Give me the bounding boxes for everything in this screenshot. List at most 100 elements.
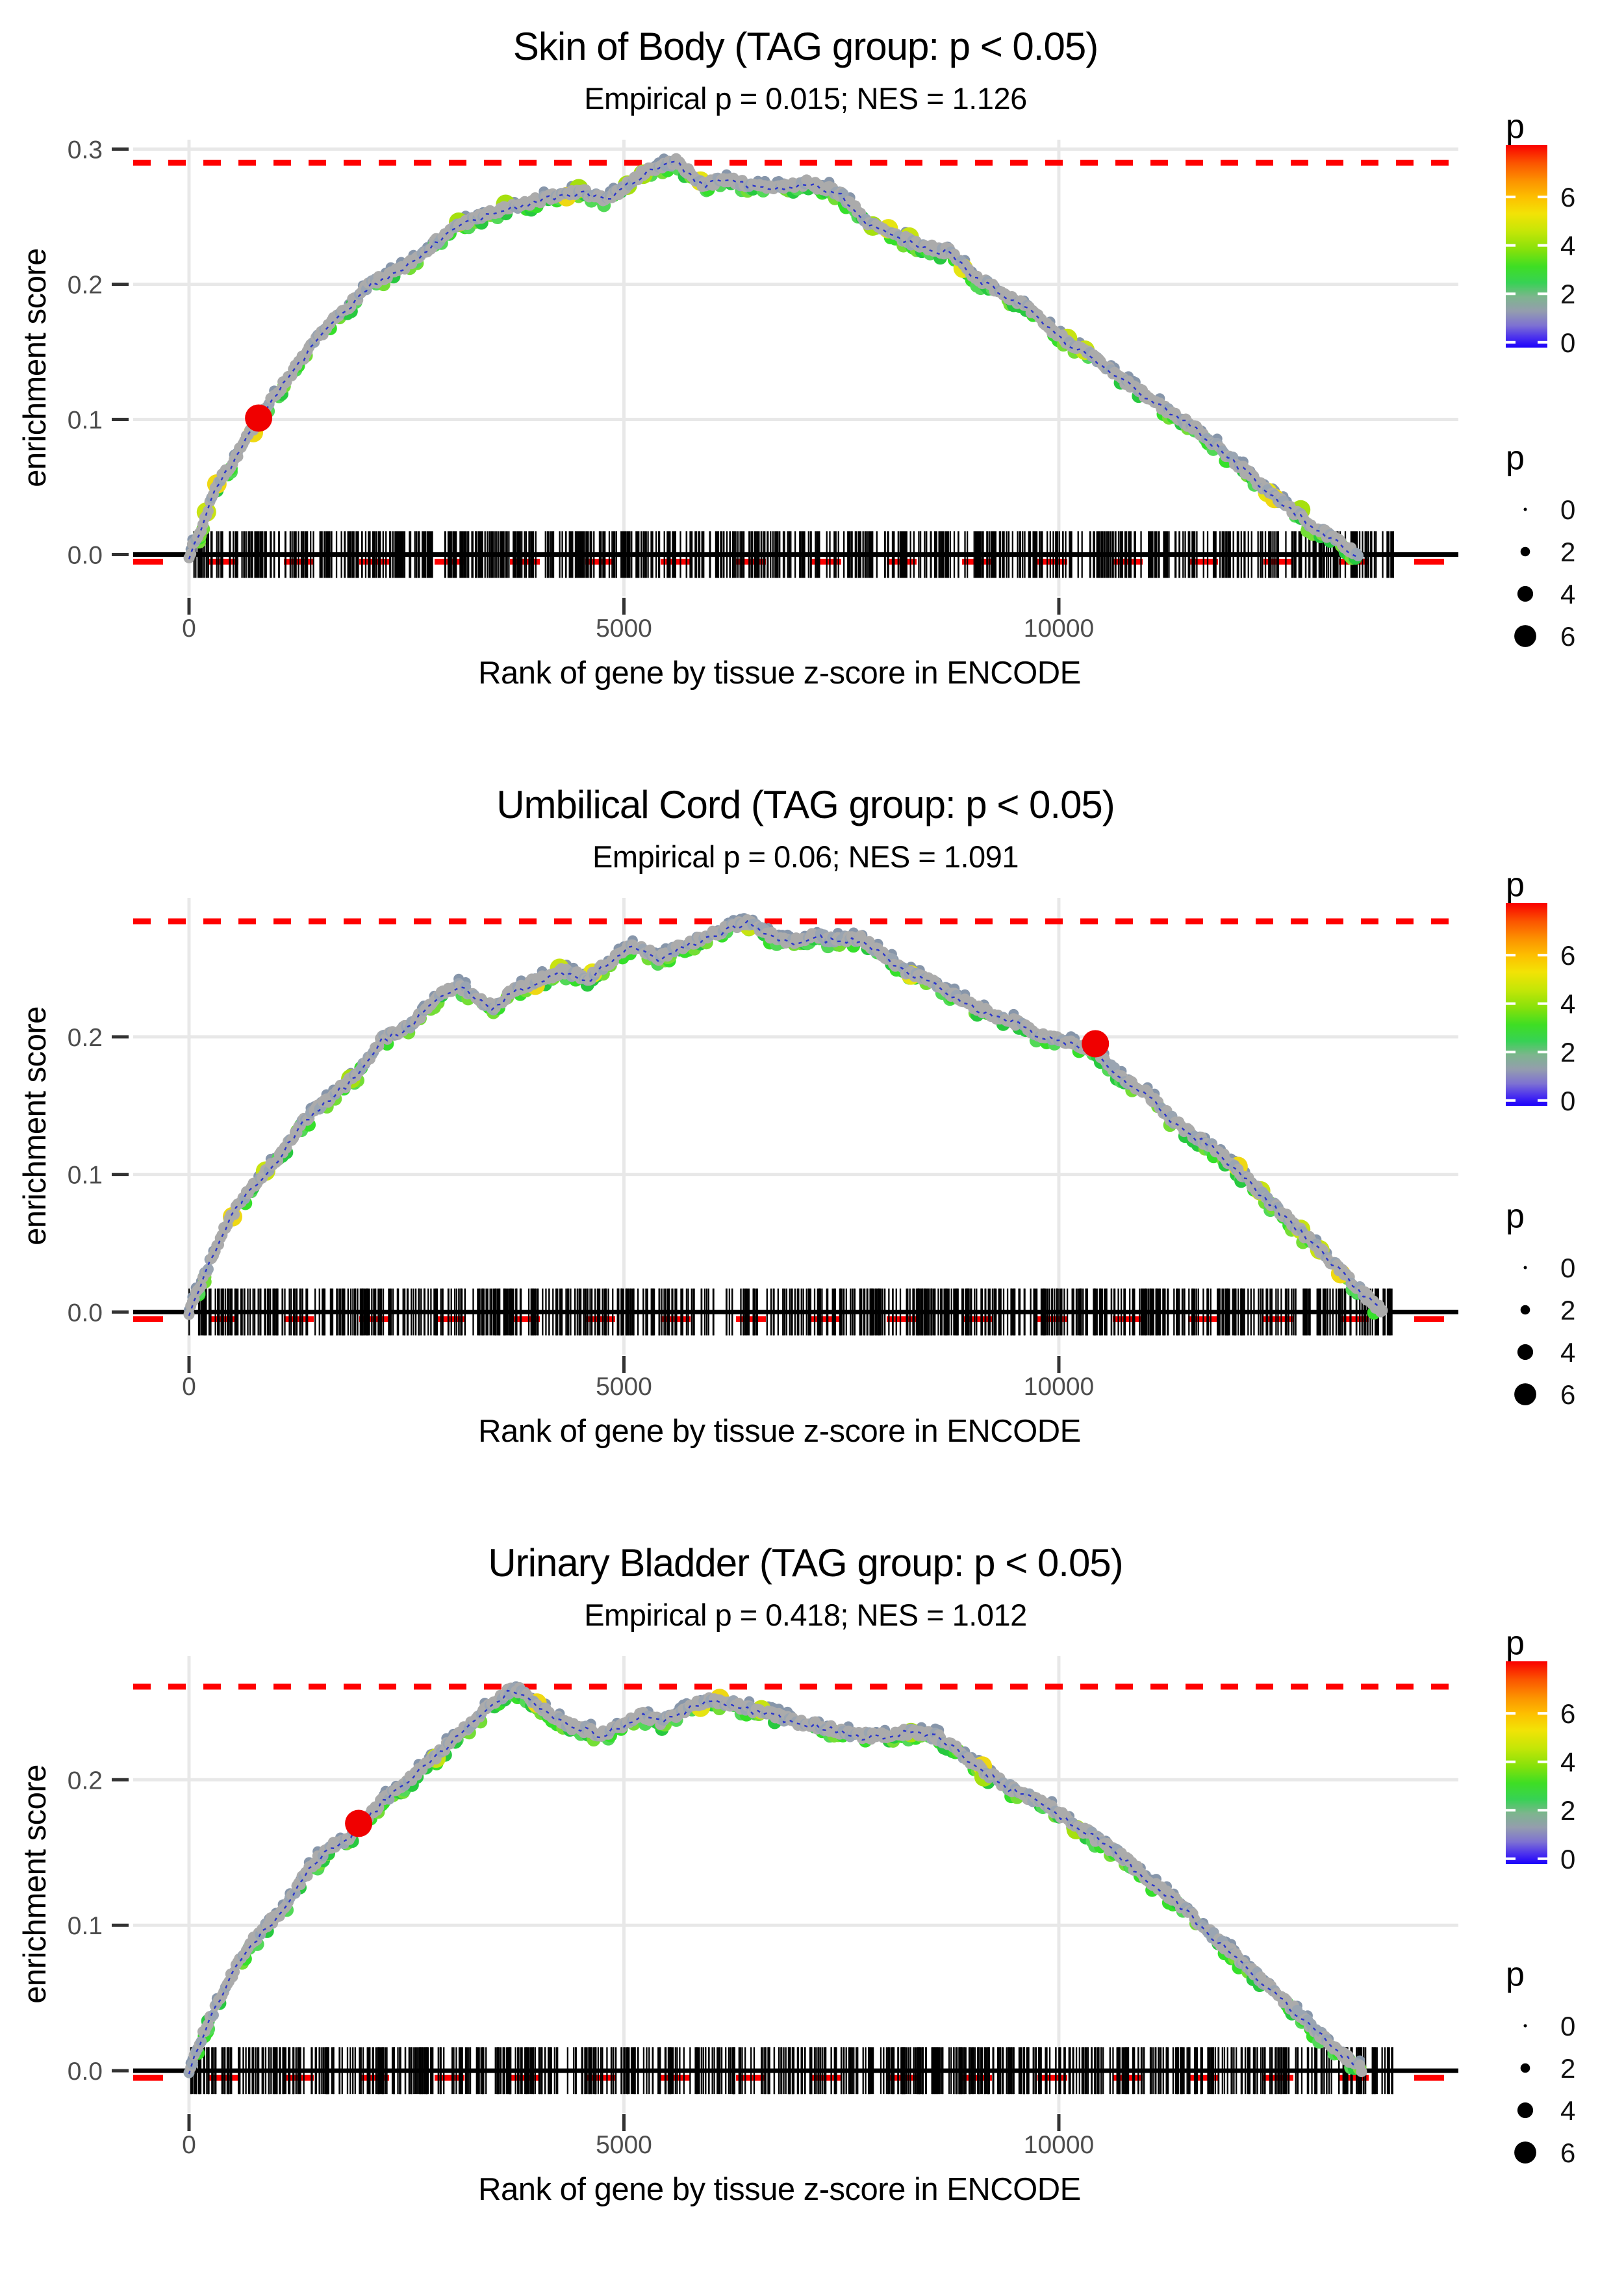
curve-green-points (185, 1681, 1367, 2076)
size-legend-dot (1514, 1383, 1536, 1405)
size-legend-dot (1514, 2141, 1536, 2164)
x-axis-title: Rank of gene by tissue z-score in ENCODE (478, 1414, 1081, 1449)
curve-accent-points (222, 916, 1351, 1284)
color-legend-label: 6 (1560, 940, 1575, 971)
legends: p 6 4 2 0 p 0 2 4 6 (1506, 1624, 1575, 2168)
panel-skin-of-body: 0.0 0.1 0.2 0.3 0 5000 10000 p 6 4 2 0 p 0 2 4 6 Skin o… (18, 25, 1575, 691)
panel-title: Skin of Body (TAG group: p < 0.05) (513, 25, 1098, 68)
color-legend-label: 2 (1560, 1037, 1575, 1067)
color-legend-title: p (1506, 1624, 1525, 1662)
axis-ticks: 0.0 0.1 0.2 0 5000 10000 (68, 1024, 1094, 1401)
size-legend-label: 2 (1560, 2053, 1575, 2084)
x-tick-label: 5000 (596, 2131, 652, 2159)
gridlines (133, 898, 1458, 1355)
size-legend-dot (1517, 585, 1534, 602)
y-tick-label: 0.1 (68, 1912, 103, 1940)
curve-gray-points (183, 914, 1388, 1320)
y-axis-title: enrichment score (18, 248, 53, 487)
size-legend-dot (1520, 2063, 1530, 2073)
panel-subtitle: Empirical p = 0.015; NES = 1.126 (584, 81, 1027, 116)
panel-umbilical-cord: 0.0 0.1 0.2 0 5000 10000 p 6 4 2 0 p 0 2 4 6 Umbilical… (18, 783, 1575, 1449)
size-legend-title: p (1506, 439, 1525, 477)
rug-ticks (188, 1288, 1393, 1336)
panel-title: Urinary Bladder (TAG group: p < 0.05) (488, 1541, 1123, 1585)
size-legend-label: 4 (1560, 579, 1575, 609)
x-axis-title: Rank of gene by tissue z-score in ENCODE (478, 2172, 1081, 2207)
size-legend-label: 0 (1560, 2011, 1575, 2041)
rug-ticks (190, 2047, 1393, 2095)
color-legend-label: 4 (1560, 231, 1575, 261)
size-legend-label: 0 (1560, 494, 1575, 525)
y-axis-title: enrichment score (18, 1765, 53, 2004)
x-tick-label: 10000 (1024, 2131, 1094, 2159)
x-tick-label: 5000 (596, 1373, 652, 1401)
color-legend-label: 6 (1560, 182, 1575, 212)
legends: p 6 4 2 0 p 0 2 4 6 (1506, 866, 1575, 1410)
x-tick-label: 0 (182, 615, 196, 643)
legends: p 6 4 2 0 p 0 2 4 6 (1506, 108, 1575, 652)
size-legend-dot (1520, 1305, 1530, 1315)
x-tick-label: 10000 (1024, 1373, 1094, 1401)
size-legend-label: 6 (1560, 1379, 1575, 1410)
curve-gray-points (183, 1682, 1367, 2078)
size-legend-dot (1517, 1344, 1534, 1361)
y-tick-label: 0.1 (68, 1162, 103, 1190)
x-tick-label: 0 (182, 1373, 196, 1401)
size-legend-dot (1514, 625, 1536, 647)
color-legend-label: 6 (1560, 1698, 1575, 1729)
curve-green-points (185, 153, 1362, 565)
y-tick-label: 0.2 (68, 272, 103, 300)
panel-subtitle: Empirical p = 0.06; NES = 1.091 (592, 839, 1019, 874)
size-legend-label: 0 (1560, 1253, 1575, 1283)
size-legend-title: p (1506, 1956, 1525, 1993)
size-legend-label: 4 (1560, 2095, 1575, 2126)
marker-red-dot (1082, 1030, 1110, 1058)
plot-area (133, 1681, 1458, 2095)
size-legend-label: 4 (1560, 1337, 1575, 1368)
panel-title: Umbilical Cord (TAG group: p < 0.05) (496, 783, 1115, 826)
curve-green-points (184, 913, 1381, 1320)
plot-area (133, 913, 1458, 1336)
size-legend-label: 6 (1560, 621, 1575, 652)
axis-ticks: 0.0 0.1 0.2 0.3 0 5000 10000 (68, 136, 1094, 643)
size-legend-dot (1523, 2024, 1527, 2028)
size-legend-label: 6 (1560, 2138, 1575, 2168)
panel-urinary-bladder: 0.0 0.1 0.2 0 5000 10000 p 6 4 2 0 p 0 2 4 6 Urinary B… (18, 1541, 1575, 2207)
curve-blue-line (188, 919, 1380, 1316)
size-legend-label: 2 (1560, 537, 1575, 567)
size-legend-dot (1523, 1266, 1527, 1270)
size-legend-dot (1520, 546, 1530, 557)
size-legend-label: 2 (1560, 1295, 1575, 1325)
x-axis-title: Rank of gene by tissue z-score in ENCODE (478, 656, 1081, 691)
color-legend-label: 0 (1560, 1844, 1575, 1874)
y-tick-label: 0.2 (68, 1024, 103, 1052)
x-tick-label: 0 (182, 2131, 196, 2159)
y-tick-label: 0.1 (68, 407, 103, 435)
color-legend-label: 4 (1560, 989, 1575, 1019)
y-tick-label: 0.2 (68, 1767, 103, 1795)
curve-accent-points (196, 164, 1311, 522)
y-axis-title: enrichment score (18, 1006, 53, 1246)
x-tick-label: 10000 (1024, 615, 1094, 643)
y-tick-label: 0.0 (68, 542, 103, 570)
color-legend-title: p (1506, 866, 1525, 904)
color-legend-label: 2 (1560, 1795, 1575, 1826)
color-legend-label: 0 (1560, 1086, 1575, 1116)
marker-red-dot (345, 1809, 373, 1837)
color-legend-label: 4 (1560, 1747, 1575, 1778)
color-legend-title: p (1506, 108, 1525, 146)
marker-red-dot (245, 404, 273, 432)
curve-gray-points (183, 153, 1364, 564)
color-legend-label: 0 (1560, 327, 1575, 358)
size-legend-title: p (1506, 1197, 1525, 1235)
plot-area (133, 153, 1458, 578)
size-legend-dot (1517, 2102, 1534, 2119)
curve-blue-line (188, 1689, 1358, 2075)
color-legend-label: 2 (1560, 279, 1575, 309)
y-tick-label: 0.0 (68, 1299, 103, 1327)
size-legend-dot (1523, 507, 1527, 511)
axis-ticks: 0.0 0.1 0.2 0 5000 10000 (68, 1767, 1094, 2159)
y-tick-label: 0.0 (68, 2058, 103, 2086)
curve-blue-line (188, 160, 1359, 559)
